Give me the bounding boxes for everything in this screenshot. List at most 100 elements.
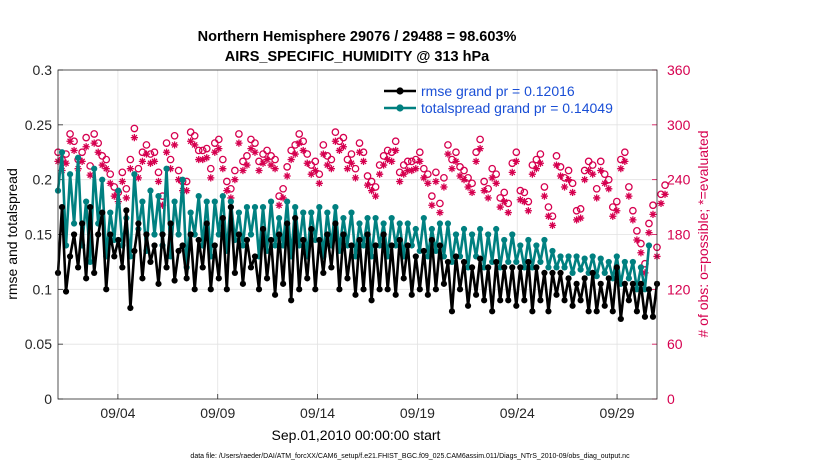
x-axis: 09/04 09/09 09/14 09/19 09/24 09/29 <box>100 394 635 421</box>
rmse-point <box>416 286 423 293</box>
rmse-point <box>388 242 395 249</box>
rmse-point <box>485 264 492 271</box>
obs-possible-point <box>126 155 135 164</box>
rmse-point <box>215 275 222 282</box>
totalspread-point <box>360 242 367 249</box>
rmse-point <box>452 253 460 260</box>
rmse-point <box>91 269 98 276</box>
obs-evaluated-point <box>66 137 74 145</box>
obs-evaluated-point <box>548 221 557 229</box>
obs-possible-point <box>251 139 259 147</box>
obs-possible-point <box>496 194 505 202</box>
obs-evaluated-point <box>267 161 275 169</box>
obs-possible-point <box>572 206 581 215</box>
rmse-point <box>324 231 331 238</box>
obs-possible-point <box>275 192 283 200</box>
totalspread-point <box>219 193 226 200</box>
data-file-footnote: data file: /Users/raeder/DAI/ATM_forcXX/… <box>190 453 630 460</box>
rmse-point <box>440 280 448 287</box>
obs-evaluated-point <box>319 150 327 158</box>
obs-possible-point <box>460 166 468 175</box>
rmse-point <box>448 308 456 315</box>
totalspread-point <box>569 269 576 276</box>
obs-possible-point <box>134 164 143 173</box>
rmse-point <box>553 291 560 298</box>
rmse-point <box>167 220 174 227</box>
obs-evaluated-point <box>195 155 203 164</box>
obs-possible-point <box>343 155 352 164</box>
obs-possible-point <box>235 130 243 138</box>
y-axis-left: 0 0.05 0.1 0.15 0.2 0.25 0.3 <box>25 62 63 407</box>
rmse-point <box>111 253 118 260</box>
y2-tick-label: 360 <box>667 62 691 78</box>
obs-evaluated-point <box>597 166 605 175</box>
rmse-point <box>259 225 267 233</box>
obs-evaluated-point <box>500 198 508 206</box>
rmse-point <box>477 255 484 262</box>
y-tick-label: 0.05 <box>25 336 52 352</box>
rmse-point <box>513 302 520 309</box>
obs-evaluated-point <box>528 170 536 178</box>
rmse-point <box>649 313 657 320</box>
obs-possible-point <box>444 141 452 149</box>
obs-possible-point <box>556 163 565 171</box>
totalspread-point <box>517 242 524 249</box>
obs-evaluated-point <box>142 150 151 158</box>
obs-evaluated-point <box>581 176 589 184</box>
obs-evaluated-point <box>78 157 86 165</box>
obs-evaluated-point <box>191 141 199 149</box>
obs-evaluated-point <box>251 148 259 156</box>
obs-evaluated-point <box>601 179 609 187</box>
rmse-line <box>56 205 659 321</box>
rmse-point <box>123 207 130 214</box>
obs-possible-point <box>142 141 151 149</box>
totalspread-point <box>211 198 218 205</box>
rmse-point <box>392 291 399 298</box>
obs-evaluated-point <box>593 194 601 202</box>
rmse-point <box>276 231 283 238</box>
obs-possible-point <box>271 155 279 164</box>
totalspread-point <box>235 209 243 216</box>
rmse-point <box>70 231 78 238</box>
obs-evaluated-point <box>424 179 432 187</box>
obs-possible-point <box>379 152 388 160</box>
rmse-point <box>199 264 206 271</box>
obs-possible-point <box>194 146 203 155</box>
obs-possible-point <box>532 155 541 164</box>
obs-evaluated-point <box>556 172 565 180</box>
obs-evaluated-point <box>162 148 171 156</box>
obs-possible-point <box>202 144 211 153</box>
obs-possible-point <box>484 184 493 193</box>
obs-possible-point <box>612 197 621 206</box>
obs-evaluated-point <box>480 187 488 195</box>
obs-possible-point <box>170 131 179 140</box>
obs-possible-point <box>78 148 86 157</box>
y-tick-label: 0.15 <box>25 227 52 243</box>
totalspread-point <box>372 214 379 222</box>
rmse-point <box>521 297 528 304</box>
obs-evaluated-point <box>215 144 223 153</box>
rmse-point <box>223 286 230 293</box>
obs-evaluated-point <box>339 143 348 151</box>
rmse-point <box>227 203 234 211</box>
rmse-point <box>629 280 636 287</box>
obs-evaluated-point <box>134 174 143 182</box>
obs-possible-point <box>419 164 428 173</box>
rmse-point <box>107 231 114 238</box>
totalspread-point <box>589 253 596 260</box>
obs-possible-point <box>544 203 553 211</box>
rmse-point <box>308 225 315 233</box>
obs-possible-point <box>633 226 641 235</box>
totalspread-point <box>107 209 114 216</box>
rmse-point <box>171 277 178 284</box>
rmse-point <box>255 286 263 293</box>
obs-evaluated-point <box>291 150 299 158</box>
totalspread-point <box>412 225 419 233</box>
totalspread-point <box>432 247 439 255</box>
obs-possible-point <box>464 173 472 182</box>
totalspread-point <box>525 236 532 244</box>
y2-tick-label: 300 <box>667 117 691 133</box>
rmse-point <box>312 286 319 293</box>
obs-evaluated-point <box>428 201 436 209</box>
obs-evaluated-point <box>508 168 516 176</box>
